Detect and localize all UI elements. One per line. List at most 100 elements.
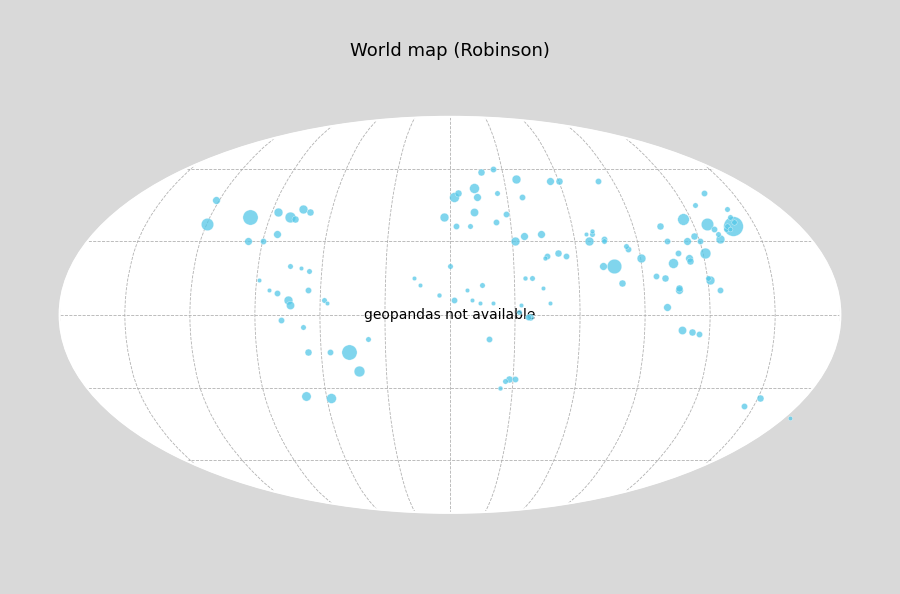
Point [652,222,667,231]
Point [723,212,737,222]
Point [710,229,724,239]
Point [634,254,648,263]
Point [262,286,276,295]
Point [302,347,316,356]
Point [697,188,711,197]
Point [251,276,266,285]
Point [475,280,490,290]
Point [361,334,375,344]
Point [514,300,528,309]
Point [552,176,566,185]
Point [467,183,482,192]
Text: World map (Robinson): World map (Robinson) [350,42,550,59]
Point [521,312,535,322]
Point [691,330,706,339]
Point [295,323,310,332]
Point [525,273,539,283]
Point [301,286,315,295]
Point [700,219,715,229]
Point [720,204,734,214]
Point [432,290,446,300]
Point [523,312,537,322]
Point [685,327,699,337]
Point [283,300,297,309]
Point [200,219,214,229]
Point [615,278,629,287]
Point [658,273,672,283]
Point [666,258,680,268]
Point [703,276,717,285]
Point [660,303,674,312]
Point [293,263,308,273]
Point [436,212,451,222]
Point [682,256,697,266]
Ellipse shape [59,117,841,513]
Point [509,174,524,184]
Point [270,229,284,239]
Point [559,251,573,261]
Point [486,298,500,307]
Point [676,214,690,224]
Point [597,236,611,246]
Point [752,394,767,403]
Point [713,234,727,244]
Point [493,384,508,393]
Point [352,366,366,376]
Point [299,391,313,400]
Point [508,236,522,246]
Point [499,210,513,219]
Point [585,229,599,239]
Point [490,188,504,197]
Point [579,229,593,239]
Point [540,251,554,261]
Point [460,286,474,295]
Point [582,236,597,246]
Point [295,204,310,214]
Point [618,241,633,251]
Point [700,273,715,283]
Point [241,236,256,246]
Point [543,298,557,307]
Point [473,298,488,307]
Point [270,288,284,298]
Point [706,224,721,233]
Point [518,232,532,241]
Point [320,298,334,307]
Point [466,207,481,217]
Point [508,374,522,383]
Point [660,236,674,246]
Point [470,192,484,202]
Point [464,222,478,231]
Point [597,234,611,244]
Point [450,188,464,197]
Point [534,229,548,239]
Point [342,347,356,356]
Point [719,224,733,233]
Point [318,295,332,305]
Point [596,261,610,270]
Point [687,232,701,241]
Point [682,254,697,263]
Point [283,212,297,222]
Point [501,374,516,383]
Point [688,200,702,209]
Point [446,192,461,202]
Point [551,249,565,258]
Point [498,377,512,386]
Point [621,244,635,253]
Point [698,249,713,258]
Point [447,295,462,305]
Point [449,222,464,231]
Point [723,224,737,233]
Point [209,195,223,204]
Point [288,214,302,224]
Point [671,283,686,293]
Point [538,254,553,263]
Point [584,226,598,236]
Point [302,266,316,276]
Point [482,334,496,344]
Point [536,283,550,293]
Point [412,280,427,290]
Point [406,273,420,283]
Point [512,308,526,317]
